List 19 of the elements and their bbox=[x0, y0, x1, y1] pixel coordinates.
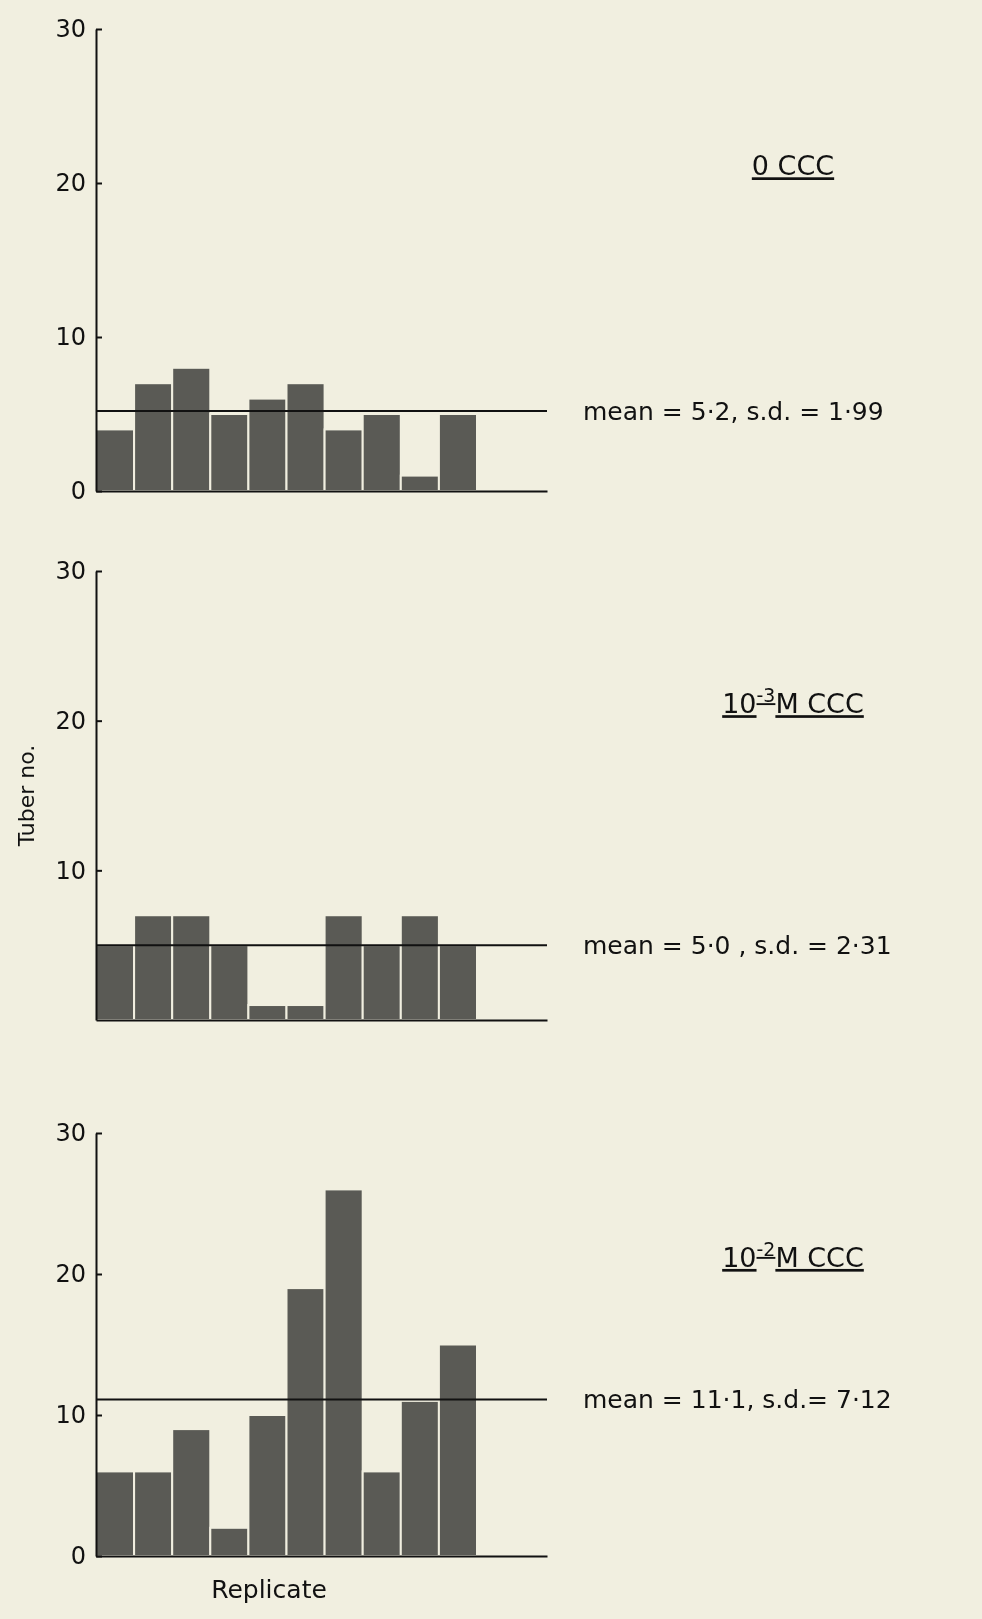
x-axis-title: Replicate bbox=[211, 1575, 327, 1604]
ref-line-label: mean = 5·2, s.d. = 1·99 bbox=[583, 396, 884, 426]
ref-line-label: mean = 5·0 , s.d. = 2·31 bbox=[583, 930, 892, 960]
text: 10$^{-2}$M CCC bbox=[722, 1237, 864, 1273]
y-tick-label: 20 bbox=[55, 706, 86, 735]
y-tick-label: 0 bbox=[70, 477, 86, 506]
y-tick-label: 30 bbox=[55, 557, 86, 586]
y-tick-label: 30 bbox=[55, 15, 86, 44]
y-tick-label: 10 bbox=[55, 856, 86, 885]
text: 10$^{-3}$M CCC bbox=[722, 684, 864, 720]
y-tick-label: 10 bbox=[55, 1401, 86, 1430]
y-tick-label: 20 bbox=[55, 1260, 86, 1289]
ref-line-label: mean = 11·1, s.d.= 7·12 bbox=[583, 1385, 892, 1415]
y-axis-title: Tuber no. bbox=[14, 744, 39, 848]
y-tick-label: 0 bbox=[70, 1542, 86, 1571]
y-tick-label: 30 bbox=[55, 1119, 86, 1148]
text: 0 CCC bbox=[751, 150, 835, 182]
y-tick-label: 20 bbox=[55, 169, 86, 198]
y-tick-label: 10 bbox=[55, 323, 86, 352]
